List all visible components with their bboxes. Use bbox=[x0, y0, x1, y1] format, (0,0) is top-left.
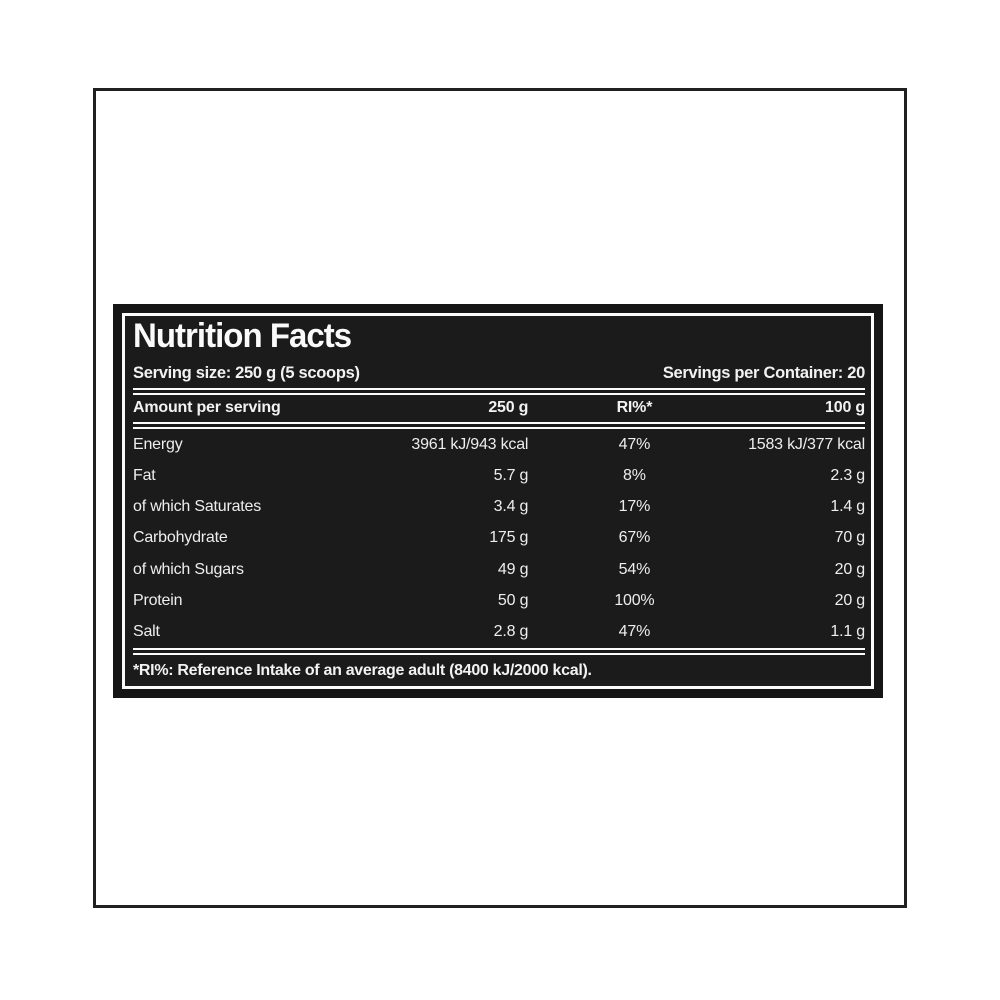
ri-percent-value: 100% bbox=[614, 591, 655, 609]
per-serving-value: 3961 kJ/943 kcal bbox=[411, 435, 529, 453]
panel-inner-border: Nutrition Facts Serving size: 250 g (5 s… bbox=[122, 313, 874, 689]
nutrient-label: Salt bbox=[133, 623, 160, 641]
column-header-ri-percent: RI%* bbox=[616, 398, 653, 416]
page-frame: Nutrition Facts Serving size: 250 g (5 s… bbox=[93, 88, 907, 908]
separator-line-header bbox=[133, 421, 865, 429]
table-header-row: Amount per serving 250 g RI%* 100 g bbox=[133, 395, 865, 422]
ri-percent-value: 47% bbox=[618, 435, 651, 453]
per-serving-value: 5.7 g bbox=[493, 466, 529, 484]
per-serving-value: 2.8 g bbox=[493, 623, 529, 641]
table-row: Salt 2.8 g 47% 1.1 g bbox=[133, 617, 865, 648]
per-100g-value: 1583 kJ/377 kcal bbox=[748, 435, 865, 453]
ri-percent-value: 8% bbox=[623, 466, 646, 484]
column-header-per-serving: 250 g bbox=[488, 398, 529, 416]
nutrient-label: Fat bbox=[133, 466, 156, 484]
nutrient-label: Protein bbox=[133, 591, 183, 609]
table-row: of which Saturates 3.4 g 17% 1.4 g bbox=[133, 492, 865, 523]
per-100g-value: 20 g bbox=[834, 591, 866, 609]
table-row: Energy 3961 kJ/943 kcal 47% 1583 kJ/377 … bbox=[133, 429, 865, 460]
ri-percent-value: 67% bbox=[618, 529, 651, 547]
ri-percent-value: 17% bbox=[618, 498, 651, 516]
column-header-amount-per-serving: Amount per serving bbox=[133, 398, 281, 416]
serving-size-text: Serving size: 250 g (5 scoops) bbox=[133, 363, 360, 382]
per-serving-value: 175 g bbox=[489, 529, 529, 547]
nutrition-facts-panel: Nutrition Facts Serving size: 250 g (5 s… bbox=[113, 304, 883, 698]
nutrient-label: of which Saturates bbox=[133, 498, 262, 516]
per-100g-value: 1.1 g bbox=[830, 623, 865, 641]
table-row: of which Sugars 49 g 54% 20 g bbox=[133, 554, 865, 585]
table-row: Carbohydrate 175 g 67% 70 g bbox=[133, 523, 865, 554]
per-100g-value: 2.3 g bbox=[830, 466, 865, 484]
per-100g-value: 1.4 g bbox=[830, 498, 865, 516]
servings-per-container-text: Servings per Container: 20 bbox=[662, 363, 865, 382]
per-serving-value: 49 g bbox=[497, 560, 529, 578]
table-row: Fat 5.7 g 8% 2.3 g bbox=[133, 460, 865, 491]
per-serving-value: 50 g bbox=[497, 591, 529, 609]
separator-line-footer bbox=[133, 648, 865, 655]
reference-intake-footnote: *RI%: Reference Intake of an average adu… bbox=[133, 662, 592, 679]
ri-percent-value: 54% bbox=[618, 560, 651, 578]
per-100g-value: 70 g bbox=[834, 529, 866, 547]
ri-percent-value: 47% bbox=[618, 623, 651, 641]
separator-line-top bbox=[133, 387, 865, 395]
per-serving-value: 3.4 g bbox=[493, 498, 529, 516]
nutrient-label: Carbohydrate bbox=[133, 529, 228, 547]
nutrient-label: of which Sugars bbox=[133, 560, 244, 578]
nutrition-facts-title: Nutrition Facts bbox=[133, 317, 352, 355]
table-row: Protein 50 g 100% 20 g bbox=[133, 585, 865, 616]
nutrient-rows: Energy 3961 kJ/943 kcal 47% 1583 kJ/377 … bbox=[133, 429, 865, 648]
nutrient-label: Energy bbox=[133, 435, 183, 453]
serving-info-row: Serving size: 250 g (5 scoops) Servings … bbox=[133, 364, 865, 388]
column-header-per-100g: 100 g bbox=[825, 398, 865, 416]
per-100g-value: 20 g bbox=[834, 560, 866, 578]
